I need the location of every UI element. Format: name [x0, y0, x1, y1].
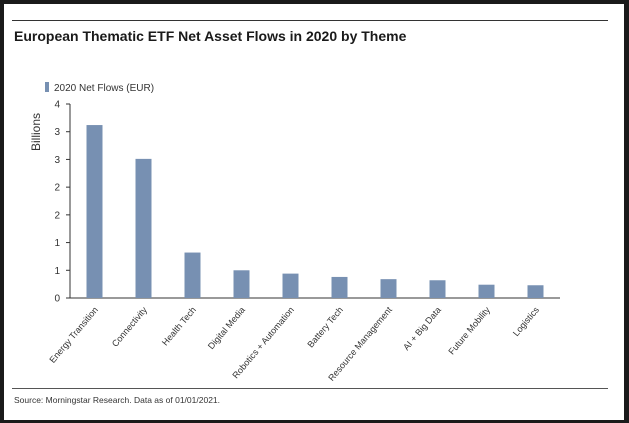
bar	[233, 270, 250, 298]
x-tick-label: Health Tech	[160, 305, 198, 348]
source-note: Source: Morningstar Research. Data as of…	[14, 395, 221, 405]
chart-frame: European Thematic ETF Net Asset Flows in…	[4, 4, 624, 420]
bar	[527, 285, 544, 298]
x-tick-label: Future Mobility	[446, 304, 492, 356]
y-tick-label: 0	[54, 294, 60, 305]
bar-chart: 2020 Net Flows (EUR) Billions 0 1 1 2 2 3 3 4 E…	[29, 82, 560, 383]
bar	[429, 280, 446, 298]
legend: 2020 Net Flows (EUR)	[45, 82, 154, 94]
y-axis-label: Billions	[29, 113, 43, 151]
y-tick-label: 3	[54, 127, 60, 138]
y-tick-label: 3	[54, 155, 60, 166]
x-axis-labels: Energy Transition Connectivity Health Tech…	[47, 304, 541, 382]
legend-label: 2020 Net Flows (EUR)	[54, 83, 154, 94]
x-tick-label: Digital Media	[206, 305, 247, 351]
bars	[86, 125, 544, 298]
bar	[86, 125, 103, 298]
bar	[478, 284, 495, 298]
y-tick-label: 2	[54, 183, 60, 194]
y-tick-label: 1	[54, 266, 60, 277]
x-tick-label: Energy Transition	[47, 305, 100, 365]
bar	[331, 276, 348, 298]
source-rule	[12, 388, 608, 389]
y-axis: 0 1 1 2 2 3 3 4	[54, 100, 560, 305]
bar	[135, 158, 152, 298]
x-tick-label: Connectivity	[110, 304, 149, 348]
bar	[282, 273, 299, 298]
x-tick-label: Battery Tech	[305, 305, 345, 350]
x-tick-label: AI + Big Data	[401, 305, 443, 352]
legend-swatch	[45, 82, 49, 92]
y-tick-label: 4	[54, 100, 60, 111]
y-tick-label: 2	[54, 210, 60, 221]
x-tick-label: Logistics	[511, 304, 541, 338]
bar	[380, 279, 397, 298]
chart-title: European Thematic ETF Net Asset Flows in…	[14, 28, 407, 44]
top-rule	[12, 20, 608, 21]
y-tick-label: 1	[54, 238, 60, 249]
bar	[184, 252, 201, 298]
